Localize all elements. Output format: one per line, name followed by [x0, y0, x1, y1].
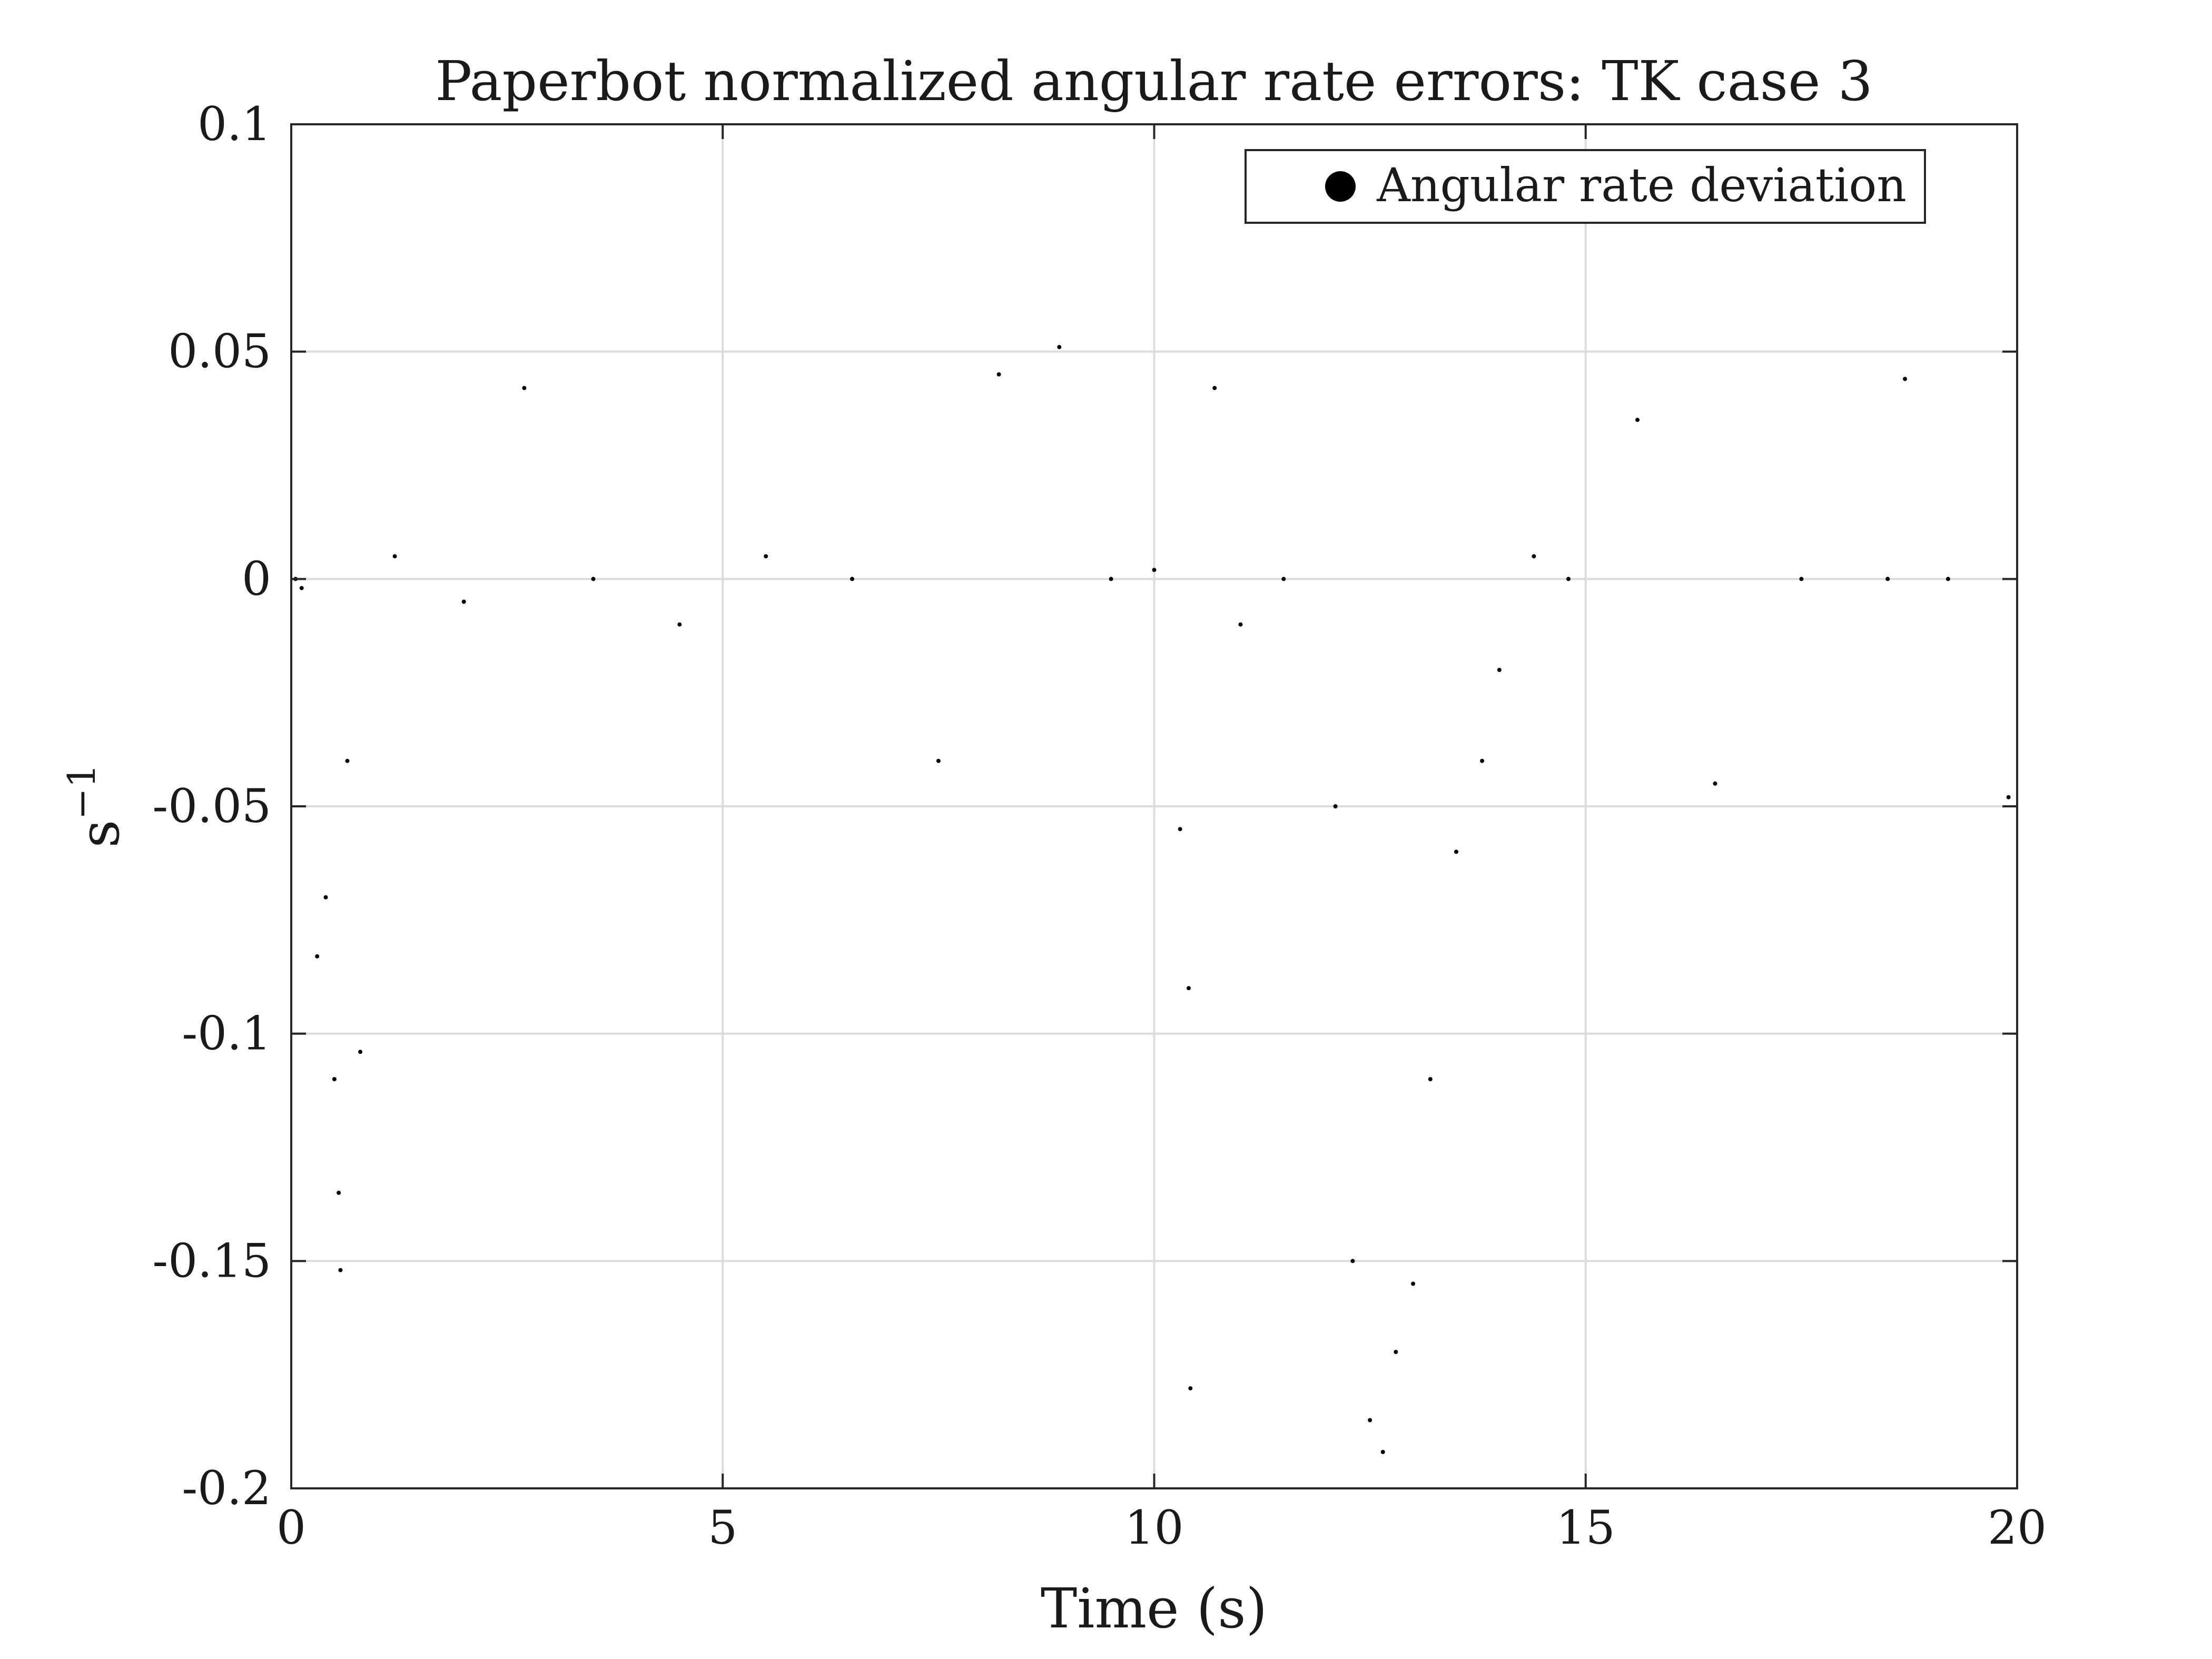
scatter-point: [1187, 986, 1191, 991]
scatter-point: [591, 577, 596, 581]
scatter-point: [764, 554, 768, 559]
scatter-point: [1903, 377, 1907, 381]
y-axis-label-exponent: −1: [60, 764, 104, 819]
scatter-point: [1238, 622, 1243, 627]
scatter-point: [1946, 577, 1950, 581]
legend-marker: [1325, 171, 1356, 202]
x-axis-tick-labels: 0 5 10 15 20: [276, 1500, 2047, 1555]
scatter-point: [1394, 1350, 1398, 1354]
scatter-point: [1532, 554, 1536, 559]
scatter-point: [1713, 781, 1717, 786]
scatter-series-angular-rate-deviation: [293, 345, 2011, 1454]
scatter-point: [936, 758, 941, 763]
scatter-point: [996, 372, 1001, 377]
scatter-point: [461, 599, 466, 604]
scatter-point: [1428, 1077, 1433, 1081]
x-axis-label: Time (s): [1041, 1576, 1267, 1641]
chart-title: Paperbot normalized angular rate errors:…: [435, 49, 1873, 113]
scatter-point: [338, 1268, 343, 1272]
scatter-point: [315, 954, 320, 959]
scatter-point: [1566, 577, 1571, 581]
scatter-point: [1368, 1418, 1372, 1423]
scatter-point: [323, 895, 328, 900]
legend: Angular rate deviation: [1245, 149, 1926, 224]
x-tick-label: 20: [1988, 1500, 2047, 1555]
scatter-point: [2006, 795, 2011, 799]
y-tick-label: 0.05: [168, 324, 271, 379]
scatter-point: [1454, 850, 1458, 854]
y-tick-label: 0: [242, 551, 271, 606]
scatter-point: [358, 1050, 363, 1054]
scatter-point: [1497, 668, 1502, 672]
scatter-point: [677, 622, 682, 627]
scatter-point: [1480, 758, 1485, 763]
y-axis-label-base: s: [67, 819, 132, 847]
scatter-point: [1057, 345, 1062, 349]
scatter-point: [1635, 418, 1640, 422]
scatter-point: [522, 386, 527, 390]
y-tick-label: -0.2: [182, 1461, 271, 1515]
y-tick-label: 0.1: [197, 97, 271, 151]
scatter-point: [337, 1190, 341, 1195]
scatter-point: [1188, 1386, 1193, 1391]
scatter-point: [332, 1077, 337, 1081]
scatter-point: [1885, 577, 1890, 581]
scatter-point: [1411, 1281, 1416, 1286]
scatter-point: [299, 586, 304, 590]
y-axis-tick-labels: 0.1 0.05 0 -0.05 -0.1 -0.15 -0.2: [152, 97, 271, 1515]
scatter-point: [1333, 804, 1338, 808]
grid-lines: [291, 124, 2017, 1488]
x-tick-label: 10: [1125, 1500, 1184, 1555]
legend-box: [1245, 149, 1926, 224]
scatter-point: [1380, 1449, 1385, 1454]
y-axis-label: s−1: [60, 764, 132, 848]
scatter-point: [1799, 577, 1804, 581]
scatter-point: [1178, 827, 1182, 832]
legend-label-angular-rate-deviation: Angular rate deviation: [1376, 158, 1907, 212]
y-tick-label: -0.05: [152, 779, 271, 833]
scatter-point: [1152, 568, 1157, 572]
x-tick-label: 0: [276, 1500, 306, 1555]
scatter-point: [1350, 1259, 1355, 1263]
scatter-point: [1212, 386, 1217, 390]
scatter-point: [345, 758, 350, 763]
scatter-point: [1109, 577, 1113, 581]
scatter-point: [1281, 577, 1286, 581]
y-tick-label: -0.15: [152, 1233, 271, 1288]
x-tick-label: 15: [1556, 1500, 1615, 1555]
y-tick-label: -0.1: [182, 1006, 271, 1061]
x-tick-label: 5: [708, 1500, 737, 1555]
scatter-point: [392, 554, 397, 559]
tick-marks: [290, 123, 2018, 1489]
scatter-point: [850, 577, 854, 581]
